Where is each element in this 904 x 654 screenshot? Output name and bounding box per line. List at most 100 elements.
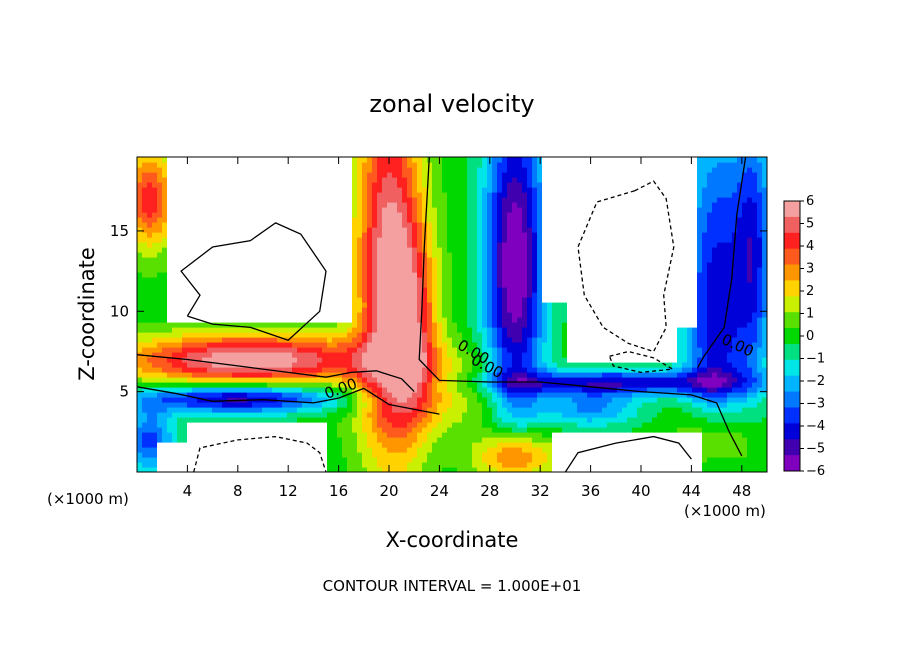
field-cell [297,457,303,463]
field-cell [447,397,453,403]
field-cell [447,217,453,223]
field-cell [382,287,388,293]
field-cell [172,372,178,378]
field-cell [342,432,348,438]
field-cell [432,217,438,223]
field-cell [172,252,178,258]
field-cell [457,332,463,338]
field-cell [282,252,288,258]
field-cell [332,327,338,333]
field-cell [297,377,303,383]
field-cell [352,327,358,333]
field-cell [442,287,448,293]
field-cell [472,382,478,388]
field-cell [442,362,448,368]
field-cell [317,327,323,333]
field-cell [407,377,413,383]
field-cell [167,227,173,233]
field-cell [327,172,333,178]
field-cell [182,317,188,323]
field-cell [167,462,173,468]
field-cell [452,162,458,168]
field-cell [282,437,288,443]
field-cell [272,357,278,363]
field-cell [367,242,373,248]
field-cell [327,392,333,398]
field-cell [527,172,533,178]
field-cell [512,327,518,333]
field-cell [182,347,188,353]
field-cell [502,432,508,438]
field-cell [222,282,228,288]
field-cell [512,462,518,468]
field-cell [447,457,453,463]
field-cell [362,212,368,218]
field-cell [402,162,408,168]
field-cell [447,247,453,253]
field-cell [172,327,178,333]
field-cell [312,427,318,433]
field-cell [462,347,468,353]
field-cell [412,347,418,353]
field-cell [482,467,488,472]
field-cell [312,322,318,328]
field-cell [312,377,318,383]
field-cell [177,427,183,433]
field-cell [432,207,438,213]
field-cell [392,412,398,418]
field-cell [217,237,223,243]
field-cell [162,342,168,348]
field-cell [352,412,358,418]
field-cell [377,172,383,178]
field-cell [427,437,433,443]
field-cell [512,352,518,358]
field-cell [477,217,483,223]
field-cell [242,157,248,163]
field-cell [452,352,458,358]
field-cell [207,392,213,398]
field-cell [312,272,318,278]
field-cell [267,202,273,208]
field-cell [312,157,318,163]
field-cell [147,267,153,273]
field-cell [502,277,508,283]
field-cell [527,382,533,388]
field-cell [502,287,508,293]
field-cell [477,207,483,213]
field-cell [372,232,378,238]
field-cell [442,182,448,188]
field-cell [202,332,208,338]
field-cell [152,377,158,383]
field-cell [267,187,273,193]
field-cell [222,442,228,448]
field-cell [382,347,388,353]
field-cell [297,382,303,388]
field-cell [182,337,188,343]
field-cell [152,247,158,253]
field-cell [222,197,228,203]
field-cell [272,457,278,463]
field-cell [372,327,378,333]
field-cell [412,287,418,293]
field-cell [312,167,318,173]
field-cell [192,172,198,178]
field-cell [492,312,498,318]
field-cell [462,192,468,198]
field-cell [217,432,223,438]
field-cell [477,337,483,343]
field-cell [207,282,213,288]
field-cell [467,312,473,318]
field-cell [247,437,253,443]
field-cell [467,177,473,183]
field-cell [402,317,408,323]
field-cell [292,187,298,193]
field-cell [312,337,318,343]
field-cell [157,467,163,472]
field-cell [507,442,513,448]
field-cell [377,317,383,323]
field-cell [477,322,483,328]
field-cell [152,337,158,343]
field-cell [442,177,448,183]
field-cell [347,422,353,428]
field-cell [527,277,533,283]
